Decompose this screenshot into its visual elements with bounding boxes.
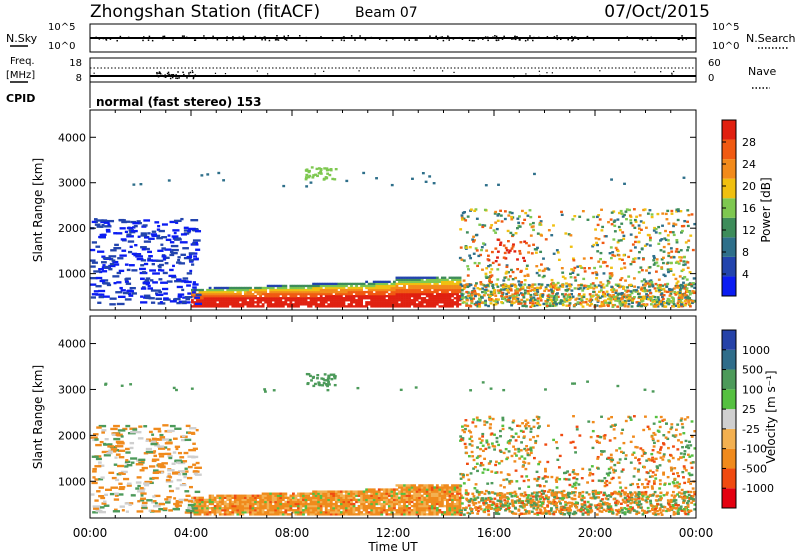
power-colorbar-tick: 12	[742, 224, 756, 237]
velocity-ylabel: Slant Range [km]	[31, 365, 45, 469]
power-colorbar-tick: 28	[742, 136, 756, 149]
velocity-colorbar-tick: 1000	[742, 344, 770, 357]
velocity-colorbar-swatch	[722, 409, 736, 429]
velocity-colorbar-tick: 500	[742, 364, 763, 377]
power-panel: 1000 2000 3000 4000 Slant Range [km] 4 8 12 16…	[31, 109, 773, 311]
velocity-data	[90, 372, 697, 516]
beam-title: Beam 07	[355, 5, 418, 21]
nsearch-label: N.Search	[746, 32, 796, 45]
power-colorbar-swatch	[722, 237, 736, 257]
nave-tick-bottom: 0	[708, 73, 714, 84]
power-colorbar-swatch	[722, 198, 736, 218]
velocity-ytick-label: 3000	[58, 383, 86, 396]
power-ylabel: Slant Range [km]	[31, 158, 45, 262]
x-tick-label: 04:00	[174, 526, 209, 540]
freq-trace	[90, 67, 696, 80]
power-colorbar-swatch	[722, 178, 736, 199]
power-colorbar-swatch	[722, 217, 736, 238]
velocity-colorbar-swatch	[722, 448, 736, 469]
nsky-tick-bottom: 10^0	[48, 41, 75, 52]
velocity-colorbar-tick: 25	[742, 403, 756, 416]
velocity-colorbar-swatch	[722, 369, 736, 390]
power-ytick-label: 4000	[58, 131, 86, 144]
cpid-text: normal (fast stereo) 153	[96, 95, 262, 109]
nave-label: Nave	[748, 65, 776, 78]
velocity-colorbar-tick: 100	[742, 383, 763, 396]
power-colorbar-tick: 16	[742, 202, 756, 215]
freq-panel: Freq. [MHz] 18 8 60 0 Nave	[6, 56, 776, 89]
power-colorbar-swatch	[722, 276, 736, 296]
x-tick-label: 20:00	[578, 526, 613, 540]
station-title: Zhongshan Station (fitACF)	[90, 2, 320, 22]
nsky-trace	[90, 35, 696, 42]
velocity-colorbar-tick: -25	[742, 423, 760, 436]
freq-tick-bottom: 8	[76, 73, 82, 84]
freq-label-1: Freq.	[10, 56, 35, 67]
velocity-colorbar-swatch	[722, 330, 736, 350]
power-colorbar-tick: 4	[742, 268, 749, 281]
nsky-tick-top: 10^5	[48, 22, 75, 33]
power-colorbar-tick: 8	[742, 246, 749, 259]
x-tick-label: 00:00	[73, 526, 108, 540]
x-axis-label: Time UT	[367, 540, 418, 554]
freq-tick-top: 18	[69, 58, 82, 69]
velocity-colorbar-swatch	[722, 428, 736, 449]
velocity-colorbar-tick: -100	[742, 443, 767, 456]
nave-tick-top: 60	[708, 58, 721, 69]
velocity-colorbar-swatch	[722, 468, 736, 489]
power-colorbar-tick: 20	[742, 180, 756, 193]
velocity-colorbar-tick: -500	[742, 462, 767, 475]
velocity-colorbar-swatch	[722, 389, 736, 410]
x-tick-label: 16:00	[477, 526, 512, 540]
velocity-colorbar-swatch	[722, 488, 736, 508]
power-ytick-label: 2000	[58, 222, 86, 235]
velocity-colorbar-tick: -1000	[742, 482, 774, 495]
x-tick-label: 00:00	[679, 526, 714, 540]
velocity-colorbar: -1000 -500 -100 -25 25 100 500 1000	[721, 329, 774, 509]
nsky-panel: N.Sky 10^5 10^0 10^5 10^0 N.Search	[6, 22, 796, 53]
x-tick-label: 08:00	[275, 526, 310, 540]
power-ytick-label: 1000	[58, 268, 86, 281]
power-colorbar-swatch	[722, 120, 736, 140]
power-ytick-label: 3000	[58, 177, 86, 190]
cpid-row: CPID normal (fast stereo) 153	[6, 82, 262, 109]
velocity-ytick-label: 4000	[58, 338, 86, 351]
nsky-label: N.Sky	[6, 32, 38, 45]
cpid-label: CPID	[6, 92, 35, 105]
nsearch-tick-bottom: 10^0	[712, 41, 739, 52]
power-colorbar-swatch	[722, 159, 736, 179]
velocity-ytick-label: 2000	[58, 429, 86, 442]
x-tick-label: 12:00	[376, 526, 411, 540]
power-cbar-label: Power [dB]	[759, 177, 773, 242]
freq-label-2: [MHz]	[6, 70, 35, 81]
power-colorbar-swatch	[722, 256, 736, 277]
velocity-ytick-label: 1000	[58, 475, 86, 488]
power-data	[90, 166, 697, 308]
nsearch-tick-top: 10^5	[712, 22, 739, 33]
power-colorbar-tick: 24	[742, 158, 756, 171]
power-colorbar-swatch	[722, 139, 736, 160]
date-title: 07/Oct/2015	[604, 2, 710, 22]
velocity-cbar-label: Velocity [m s⁻¹]	[764, 370, 778, 463]
power-colorbar: 4 8 12 16 20 24 28	[721, 119, 756, 297]
velocity-colorbar-swatch	[722, 349, 736, 370]
x-axis: 00:00 04:00 08:00 12:00 16:00 20:00 00:00	[73, 526, 714, 540]
